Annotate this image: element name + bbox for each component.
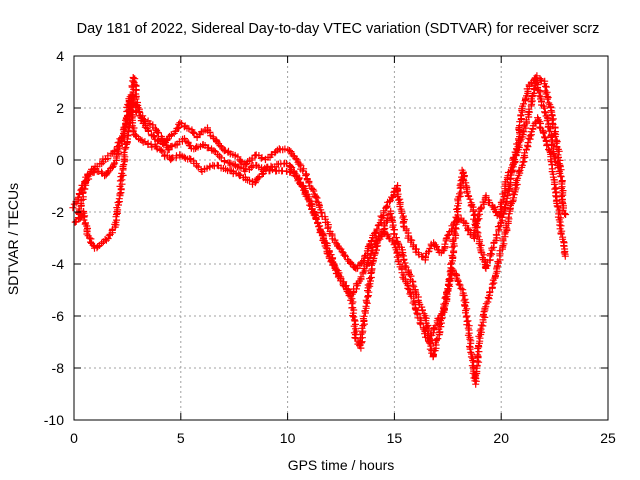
grid-layer <box>74 56 608 420</box>
tick-labels-layer: 0 5 10 15 20 25 -10 -8 -6 -4 -2 0 2 4 <box>44 48 616 446</box>
plot-frame <box>73 55 609 421</box>
y-tick-label: 4 <box>56 48 64 64</box>
y-tick-label: -10 <box>44 412 64 428</box>
y-tick-label: 0 <box>56 152 64 168</box>
x-tick-label: 10 <box>280 430 296 446</box>
y-axis-title: SDTVAR / TECUs <box>5 183 21 295</box>
x-tick-label: 25 <box>600 430 616 446</box>
chart-title: Day 181 of 2022, Sidereal Day-to-day VTE… <box>77 21 600 37</box>
series-track-c <box>74 74 563 347</box>
y-tick-label: 2 <box>56 100 64 116</box>
x-tick-label: 0 <box>70 430 78 446</box>
y-tick-label: -2 <box>52 204 65 220</box>
y-tick-label: -8 <box>52 360 65 376</box>
ticks-layer <box>73 55 609 421</box>
y-tick-label: -6 <box>52 308 65 324</box>
data-points-layer <box>69 72 570 388</box>
x-tick-label: 20 <box>493 430 509 446</box>
series-markers <box>74 74 563 347</box>
y-tick-label: -4 <box>52 256 65 272</box>
x-tick-label: 5 <box>177 430 185 446</box>
x-tick-label: 15 <box>387 430 403 446</box>
x-axis-title: GPS time / hours <box>288 457 395 473</box>
